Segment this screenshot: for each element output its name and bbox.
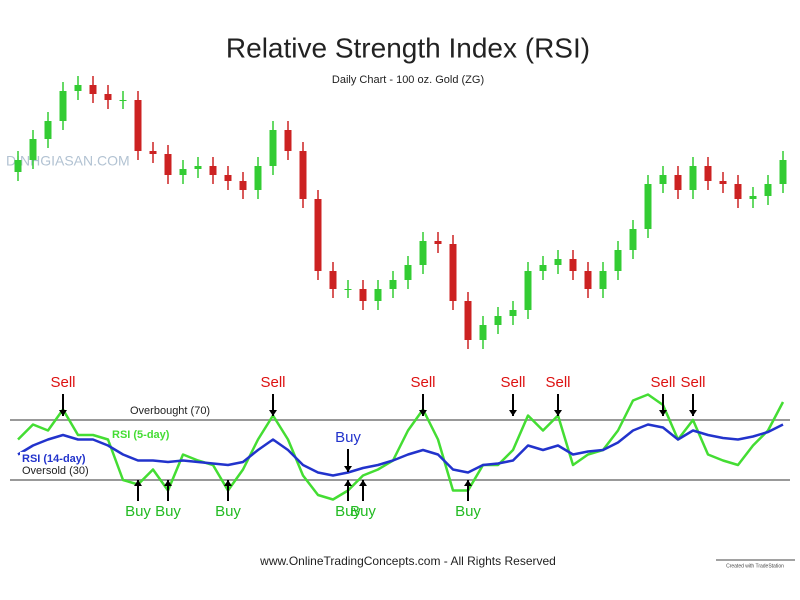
rsi-line [17, 423, 784, 477]
annotation-label: Sell [260, 374, 285, 391]
candle-body [59, 91, 67, 121]
candle-body [494, 316, 502, 325]
candle-body [779, 160, 787, 184]
candle-body [164, 154, 172, 175]
annotation-arrowhead [59, 410, 67, 416]
candle-body [374, 289, 382, 301]
candle-body [14, 160, 22, 172]
candle-body [689, 166, 697, 190]
candle-body [629, 229, 637, 250]
candle-body [29, 139, 37, 160]
annotation-label: Sell [410, 374, 435, 391]
annotation-label: Buy [455, 503, 481, 520]
candle-body [749, 196, 757, 199]
annotation-arrowhead [344, 480, 352, 486]
candle-body [404, 265, 412, 280]
candle-body [644, 184, 652, 229]
credit: Created with TradeStation [726, 563, 784, 569]
candle-body [524, 271, 532, 310]
candle-body [149, 151, 157, 154]
annotation-arrowhead [464, 480, 472, 486]
annotation-label: Sell [545, 374, 570, 391]
candle-body [224, 175, 232, 181]
candle-body [674, 175, 682, 190]
annotation-label: Sell [500, 374, 525, 391]
annotation-arrowhead [344, 466, 352, 472]
candle-body [284, 130, 292, 151]
annotation-arrowhead [509, 410, 517, 416]
candle-body [419, 241, 427, 265]
annotation-arrowhead [224, 480, 232, 486]
candle-body [659, 175, 667, 184]
candle-body [734, 184, 742, 199]
candle-body [599, 271, 607, 289]
candle-body [344, 289, 352, 290]
candle-body [104, 94, 112, 100]
candle-body [44, 121, 52, 139]
annotation-label: Buy [350, 503, 376, 520]
rsi-line [17, 393, 785, 501]
candle-body [434, 241, 442, 244]
annotation-label: Buy [335, 503, 361, 520]
annotation-arrowhead [419, 410, 427, 416]
candle-body [554, 259, 562, 265]
candle-body [209, 166, 217, 175]
annotation-label: Sell [680, 374, 705, 391]
candle-body [74, 85, 82, 91]
candle-body [314, 199, 322, 271]
chart-title: Relative Strength Index (RSI) [226, 32, 590, 63]
chart-subtitle: Daily Chart - 100 oz. Gold (ZG) [332, 74, 484, 86]
annotation-label: Sell [650, 374, 675, 391]
candle-body [389, 280, 397, 289]
candle-body [479, 325, 487, 340]
annotation-arrowhead [134, 480, 142, 486]
annotation-label: Buy [155, 503, 181, 520]
candle-body [299, 151, 307, 199]
annotation-label: Sell [50, 374, 75, 391]
candle-body [509, 310, 517, 316]
annotation-arrowhead [164, 480, 172, 486]
candle-body [119, 100, 127, 101]
annotation-label: Buy [335, 429, 361, 446]
candle-body [329, 271, 337, 289]
candle-body [134, 100, 142, 151]
series-label-bg [110, 427, 172, 442]
candle-body [464, 301, 472, 340]
watermark: DINHGIASAN.COM [6, 153, 130, 169]
footer: www.OnlineTradingConcepts.com - All Righ… [259, 554, 556, 568]
candle-body [89, 85, 97, 94]
annotation-label: Buy [125, 503, 151, 520]
annotation-arrowhead [659, 410, 667, 416]
candle-body [704, 166, 712, 181]
candle-body [239, 181, 247, 190]
candle-body [194, 166, 202, 169]
candle-body [449, 244, 457, 301]
annotation-label: Buy [215, 503, 241, 520]
annotation-arrowhead [554, 410, 562, 416]
candle-body [359, 289, 367, 301]
candle-body [269, 130, 277, 166]
annotation-arrowhead [689, 410, 697, 416]
annotation-arrowhead [269, 410, 277, 416]
candle-body [614, 250, 622, 271]
candle-body [719, 181, 727, 184]
candle-body [179, 169, 187, 175]
candle-body [584, 271, 592, 289]
reference-label: Oversold (30) [22, 465, 89, 477]
candle-body [254, 166, 262, 190]
series-label: RSI (14-day) [22, 453, 86, 465]
series-label-bg [20, 451, 88, 466]
candle-body [764, 184, 772, 196]
candle-body [539, 265, 547, 271]
series-label: RSI (5-day) [112, 429, 170, 441]
reference-label: Overbought (70) [130, 405, 210, 417]
annotation-arrowhead [359, 480, 367, 486]
candle-body [569, 259, 577, 271]
